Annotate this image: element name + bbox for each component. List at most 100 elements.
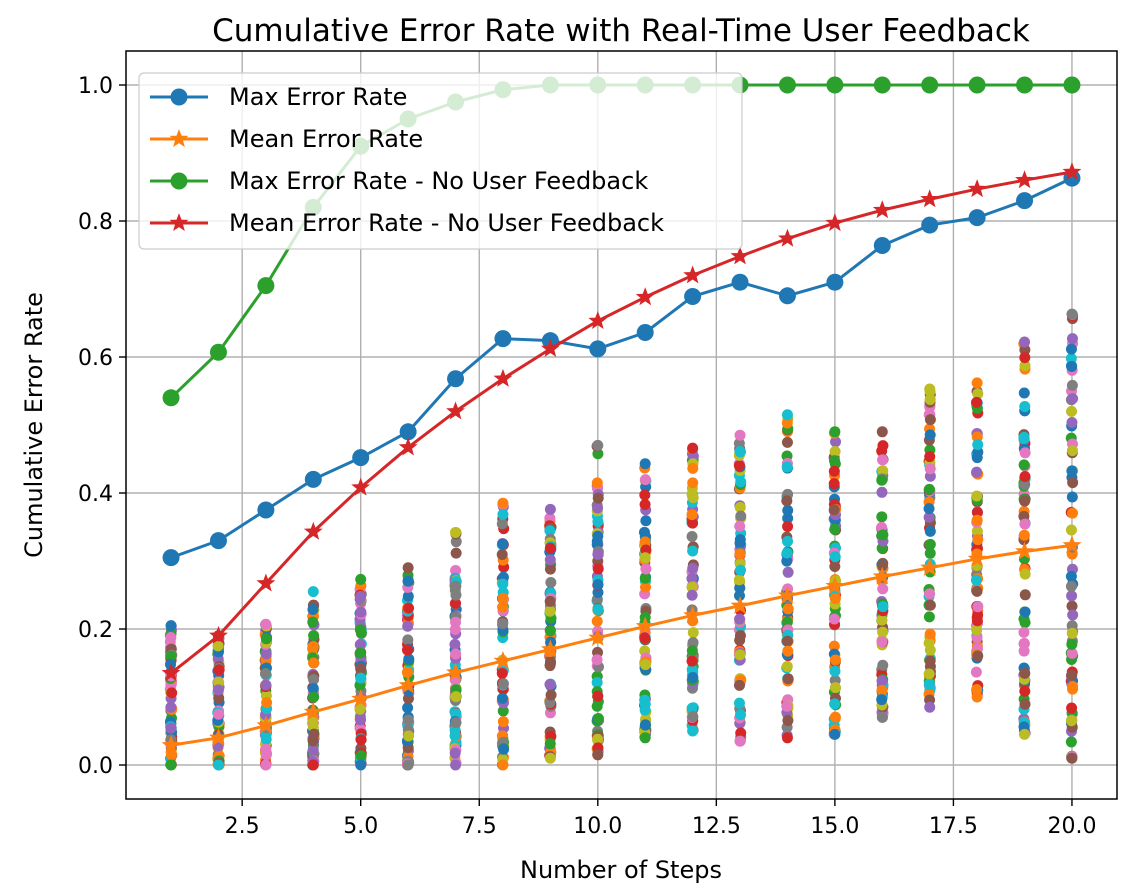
scatter-point [687, 711, 699, 723]
scatter-point [829, 445, 841, 457]
scatter-point [782, 566, 794, 578]
scatter-point [165, 759, 177, 771]
y-tick-label: 0.2 [78, 618, 113, 643]
scatter-point [639, 474, 651, 486]
legend-marker [169, 213, 189, 232]
scatter-point [924, 588, 936, 600]
scatter-point [971, 377, 983, 389]
scatter-point [686, 589, 698, 601]
scatter-point [213, 664, 225, 676]
series-point [446, 401, 465, 420]
scatter-point [828, 640, 840, 652]
scatter-point [782, 603, 794, 615]
y-tick-label: 0.4 [78, 482, 113, 507]
scatter-point [1066, 590, 1078, 602]
series-point [826, 76, 844, 94]
series-point [209, 625, 228, 644]
series-point [826, 273, 844, 291]
scatter-point [877, 465, 889, 477]
scatter-point [829, 592, 841, 604]
scatter-point [829, 561, 841, 573]
scatter-point [1066, 445, 1078, 457]
scatter-point [260, 648, 272, 660]
scatter-point [782, 504, 794, 516]
series-point [967, 549, 987, 567]
scatter-point [496, 518, 508, 530]
x-tick-label: 5.0 [343, 814, 378, 839]
scatter-point [639, 732, 651, 744]
scatter-point [1019, 568, 1031, 580]
scatter-point [924, 655, 936, 667]
series-point [684, 287, 702, 305]
scatter-point [497, 508, 509, 520]
scatter-point [734, 520, 746, 532]
x-tick-label: 2.5 [225, 814, 260, 839]
y-tick-label: 0.0 [78, 754, 113, 779]
scatter-point [355, 734, 367, 746]
scatter-point [260, 679, 272, 691]
scatter-point [970, 396, 982, 408]
scatter-point [307, 743, 319, 755]
series-point [446, 662, 465, 681]
scatter-point [402, 590, 414, 602]
scatter-point [781, 555, 793, 567]
series-point [493, 651, 513, 669]
scatter-point [1066, 379, 1078, 391]
scatter-point [402, 693, 414, 705]
scatter-point [212, 684, 224, 696]
series-point [398, 437, 418, 456]
scatter-point [165, 620, 177, 632]
scatter-point [355, 573, 367, 585]
series-point [1063, 76, 1081, 94]
scatter-point [1066, 416, 1078, 428]
series-point [303, 521, 323, 540]
scatter-point [450, 691, 462, 703]
scatter-point [497, 497, 509, 509]
scatter-point [308, 674, 320, 686]
scatter-point [782, 520, 794, 532]
scatter-point [544, 678, 556, 690]
scatter-point [686, 531, 698, 543]
scatter-point [924, 525, 936, 537]
scatter-point [924, 429, 936, 441]
series-point [778, 76, 796, 94]
scatter-point [165, 701, 177, 713]
series-point [256, 715, 276, 734]
series-point [1016, 76, 1034, 94]
scatter-point [497, 618, 509, 630]
x-axis-label: Number of Steps [520, 856, 722, 884]
scatter-point [971, 507, 983, 519]
scatter-point [828, 478, 840, 490]
series-point [398, 675, 418, 694]
scatter-point [828, 465, 840, 477]
scatter-point [782, 715, 794, 727]
scatter-point [497, 759, 509, 771]
scatter-point [877, 454, 889, 466]
scatter-point [1019, 728, 1031, 740]
scatter-point [307, 604, 319, 616]
scatter-point [497, 538, 509, 550]
scatter-point [876, 684, 888, 696]
scatter-point [1018, 529, 1030, 541]
scatter-point [639, 552, 651, 564]
scatter-point [782, 535, 794, 547]
scatter-point [781, 436, 793, 448]
scatter-point [449, 584, 461, 596]
legend-label: Max Error Rate - No User Feedback [229, 167, 648, 195]
scatter-point [403, 653, 415, 665]
scatter-point [1066, 308, 1078, 320]
series-point [493, 368, 513, 387]
scatter-point [401, 666, 413, 678]
scatter-point [544, 542, 556, 554]
scatter-point [735, 709, 747, 721]
series-point [1062, 162, 1082, 181]
scatter-point [687, 442, 699, 454]
legend-marker [169, 129, 189, 148]
scatter-point [544, 625, 556, 637]
scatter-point [165, 631, 177, 643]
scatter-point [971, 624, 983, 636]
scatter-point [687, 477, 699, 489]
series-line [170, 170, 1073, 675]
series-point [873, 76, 891, 94]
